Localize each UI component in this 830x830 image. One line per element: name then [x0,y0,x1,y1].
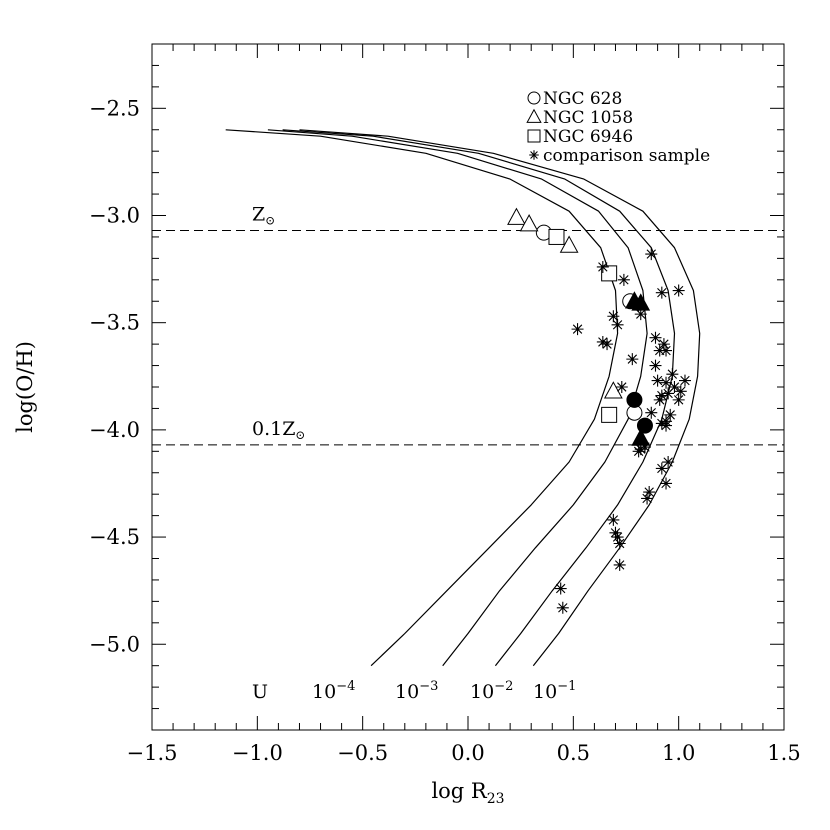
data-point [672,393,685,406]
data-point [655,417,668,430]
data-point [678,374,691,387]
data-point [655,389,668,402]
model-curve [225,129,619,667]
reference-lines: Z⊙ 0.1Z⊙ [152,204,784,446]
model-curve [299,129,701,667]
data-point [615,381,628,393]
x-tick-label: −1.0 [232,741,283,765]
x-tick-labels: −1.5 −1.0 −0.5 0.0 0.5 1.0 1.5 [127,741,801,765]
legend-label: NGC 1058 [543,108,633,128]
data-point [548,228,565,245]
data-point [611,318,624,331]
data-point [657,338,670,351]
data-point [554,582,567,595]
y-tick-label: −4.5 [89,525,140,549]
data-point [559,235,579,253]
data-point [601,406,618,423]
reference-line-label: Z⊙ [252,204,275,228]
legend-label: comparison sample [543,146,710,166]
data-point [660,419,673,432]
data-point [674,385,687,398]
data-point [653,344,666,357]
data-point [632,445,645,458]
data-point [571,323,584,336]
x-tick-label: 1.5 [767,741,800,765]
data-point [617,273,630,286]
data-point [666,368,679,381]
legend-marker [527,129,541,143]
data-point [613,537,626,550]
data-point [649,359,662,372]
y-tick-label: −5.0 [89,632,140,656]
model-curve-label: 10−3 [395,679,438,703]
x-tick-label: 0.5 [557,741,590,765]
x-tick-label: −0.5 [337,741,388,765]
data-point [609,526,622,539]
x-tick-label: 1.0 [662,741,695,765]
data-point [613,558,626,571]
data-point [645,248,658,261]
data-point [632,299,645,312]
legend-label: NGC 6946 [543,127,633,147]
model-curve-prefix: U [252,681,268,703]
data-point [626,353,639,366]
data-point [672,284,685,297]
data-point [641,492,654,505]
model-curve-label: 10−2 [470,679,513,703]
model-curve-label: 10−1 [533,679,576,703]
x-tick-label: 0.0 [451,741,484,765]
model-curve-label: 10−4 [312,679,355,703]
data-point [668,381,681,393]
data-point [662,456,675,469]
data-point [638,441,651,454]
model-curve [267,129,648,667]
legend-marker [529,150,539,160]
data-points [507,207,691,614]
data-point [607,310,620,323]
data-point [651,374,664,387]
axis-ticks [151,43,785,731]
y-axis-label: log(O/H) [13,341,37,433]
data-point [611,531,624,544]
model-curve-labels: U 10−4 10−3 10−2 10−1 [252,679,576,703]
data-point [660,477,673,490]
data-point [596,335,609,348]
model-curve [282,129,676,667]
data-point [601,338,614,351]
y-tick-label: −3.0 [89,204,140,228]
data-point [662,387,675,400]
data-point [655,462,668,475]
data-point [664,408,677,421]
data-point [603,381,623,399]
data-point [649,331,662,344]
legend-marker [526,108,542,123]
data-point [507,207,526,225]
data-point [519,214,539,232]
data-point [660,344,673,357]
data-point [596,260,609,273]
data-point [655,286,668,299]
data-point [626,391,643,408]
data-point [634,308,647,321]
y-tick-labels: −5.0 −4.5 −4.0 −3.5 −3.0 −2.5 [89,96,140,656]
legend-label: NGC 628 [543,89,622,109]
data-point [645,406,658,419]
legend-marker [527,91,541,105]
data-point [643,486,656,499]
x-tick-label: −1.5 [127,741,178,765]
data-point [653,393,666,406]
data-point [607,513,620,526]
data-point [660,376,673,389]
data-point [556,601,569,614]
y-tick-label: −2.5 [89,96,140,120]
reference-line-label: 0.1Z⊙ [252,418,305,442]
y-tick-label: −3.5 [89,311,140,335]
model-curves [225,129,701,667]
y-tick-label: −4.0 [89,418,140,442]
x-axis-label: log R23 [431,779,504,807]
